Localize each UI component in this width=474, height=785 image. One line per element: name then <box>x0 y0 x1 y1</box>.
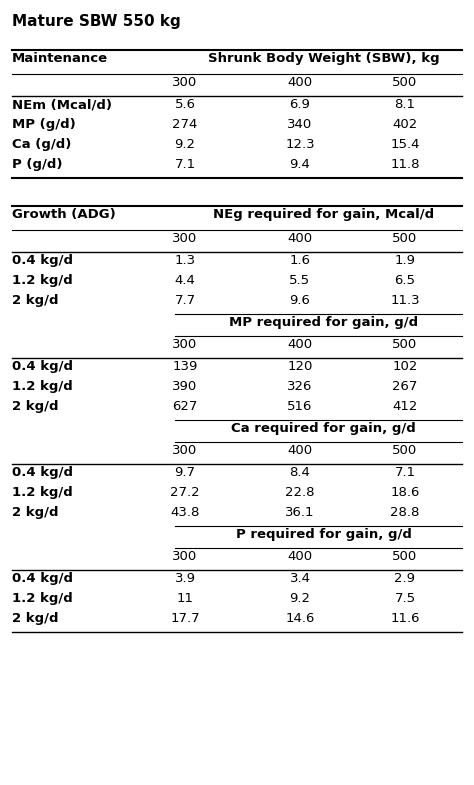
Text: P (g/d): P (g/d) <box>12 158 63 171</box>
Text: 400: 400 <box>287 550 312 563</box>
Text: 1.3: 1.3 <box>174 254 196 267</box>
Text: 0.4 kg/d: 0.4 kg/d <box>12 360 73 373</box>
Text: 1.2 kg/d: 1.2 kg/d <box>12 592 73 605</box>
Text: 11.8: 11.8 <box>390 158 420 171</box>
Text: MP required for gain, g/d: MP required for gain, g/d <box>229 316 418 329</box>
Text: 139: 139 <box>173 360 198 373</box>
Text: 400: 400 <box>287 444 312 457</box>
Text: 15.4: 15.4 <box>390 138 420 151</box>
Text: 8.4: 8.4 <box>290 466 310 479</box>
Text: 43.8: 43.8 <box>170 506 200 519</box>
Text: 500: 500 <box>392 444 418 457</box>
Text: 627: 627 <box>173 400 198 413</box>
Text: 300: 300 <box>173 76 198 89</box>
Text: 2 kg/d: 2 kg/d <box>12 506 58 519</box>
Text: 7.1: 7.1 <box>174 158 196 171</box>
Text: 7.7: 7.7 <box>174 294 196 307</box>
Text: 17.7: 17.7 <box>170 612 200 625</box>
Text: 326: 326 <box>287 380 313 393</box>
Text: 1.9: 1.9 <box>394 254 416 267</box>
Text: 2.9: 2.9 <box>394 572 416 585</box>
Text: 36.1: 36.1 <box>285 506 315 519</box>
Text: 1.2 kg/d: 1.2 kg/d <box>12 486 73 499</box>
Text: 0.4 kg/d: 0.4 kg/d <box>12 466 73 479</box>
Text: 2 kg/d: 2 kg/d <box>12 612 58 625</box>
Text: 500: 500 <box>392 338 418 351</box>
Text: Ca (g/d): Ca (g/d) <box>12 138 72 151</box>
Text: Mature SBW 550 kg: Mature SBW 550 kg <box>12 14 181 29</box>
Text: 3.4: 3.4 <box>290 572 310 585</box>
Text: 400: 400 <box>287 76 312 89</box>
Text: 2 kg/d: 2 kg/d <box>12 294 58 307</box>
Text: 412: 412 <box>392 400 418 413</box>
Text: 1.2 kg/d: 1.2 kg/d <box>12 274 73 287</box>
Text: 9.2: 9.2 <box>174 138 195 151</box>
Text: 340: 340 <box>287 118 313 131</box>
Text: 1.2 kg/d: 1.2 kg/d <box>12 380 73 393</box>
Text: 28.8: 28.8 <box>390 506 419 519</box>
Text: 2 kg/d: 2 kg/d <box>12 400 58 413</box>
Text: 516: 516 <box>287 400 313 413</box>
Text: 102: 102 <box>392 360 418 373</box>
Text: P required for gain, g/d: P required for gain, g/d <box>236 528 411 541</box>
Text: 400: 400 <box>287 232 312 245</box>
Text: 120: 120 <box>287 360 313 373</box>
Text: 8.1: 8.1 <box>394 98 416 111</box>
Text: 9.6: 9.6 <box>290 294 310 307</box>
Text: Shrunk Body Weight (SBW), kg: Shrunk Body Weight (SBW), kg <box>208 52 439 65</box>
Text: 18.6: 18.6 <box>390 486 419 499</box>
Text: 11.3: 11.3 <box>390 294 420 307</box>
Text: Maintenance: Maintenance <box>12 52 108 65</box>
Text: 5.6: 5.6 <box>174 98 195 111</box>
Text: 27.2: 27.2 <box>170 486 200 499</box>
Text: 9.7: 9.7 <box>174 466 195 479</box>
Text: MP (g/d): MP (g/d) <box>12 118 76 131</box>
Text: 274: 274 <box>173 118 198 131</box>
Text: 402: 402 <box>392 118 418 131</box>
Text: Growth (ADG): Growth (ADG) <box>12 208 116 221</box>
Text: 500: 500 <box>392 76 418 89</box>
Text: NEg required for gain, Mcal/d: NEg required for gain, Mcal/d <box>213 208 434 221</box>
Text: 300: 300 <box>173 338 198 351</box>
Text: NEm (Mcal/d): NEm (Mcal/d) <box>12 98 112 111</box>
Text: 300: 300 <box>173 232 198 245</box>
Text: 6.9: 6.9 <box>290 98 310 111</box>
Text: 12.3: 12.3 <box>285 138 315 151</box>
Text: 0.4 kg/d: 0.4 kg/d <box>12 254 73 267</box>
Text: 22.8: 22.8 <box>285 486 315 499</box>
Text: 11: 11 <box>176 592 193 605</box>
Text: 0.4 kg/d: 0.4 kg/d <box>12 572 73 585</box>
Text: 390: 390 <box>173 380 198 393</box>
Text: 300: 300 <box>173 444 198 457</box>
Text: 400: 400 <box>287 338 312 351</box>
Text: 14.6: 14.6 <box>285 612 315 625</box>
Text: 11.6: 11.6 <box>390 612 420 625</box>
Text: 500: 500 <box>392 550 418 563</box>
Text: 5.5: 5.5 <box>290 274 310 287</box>
Text: 4.4: 4.4 <box>174 274 195 287</box>
Text: 7.5: 7.5 <box>394 592 416 605</box>
Text: 7.1: 7.1 <box>394 466 416 479</box>
Text: 9.2: 9.2 <box>290 592 310 605</box>
Text: 267: 267 <box>392 380 418 393</box>
Text: 3.9: 3.9 <box>174 572 195 585</box>
Text: 6.5: 6.5 <box>394 274 416 287</box>
Text: 300: 300 <box>173 550 198 563</box>
Text: Ca required for gain, g/d: Ca required for gain, g/d <box>231 422 416 435</box>
Text: 500: 500 <box>392 232 418 245</box>
Text: 1.6: 1.6 <box>290 254 310 267</box>
Text: 9.4: 9.4 <box>290 158 310 171</box>
